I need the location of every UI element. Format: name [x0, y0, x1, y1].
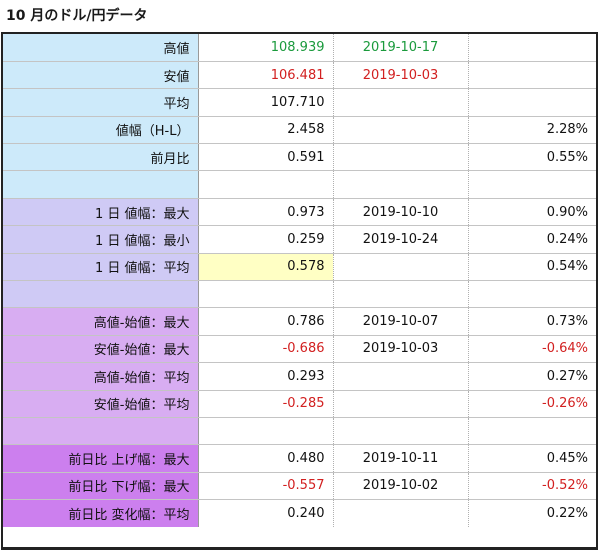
row-date	[333, 88, 469, 117]
row-value: 0.786	[198, 307, 334, 336]
table-row: 値幅（H-L） 2.458 2.28%	[3, 116, 596, 145]
row-date: 2019-10-02	[333, 472, 469, 501]
table-row: 前月比 0.591 0.55%	[3, 143, 596, 172]
row-percent	[468, 88, 596, 117]
row-percent: 0.90%	[468, 198, 596, 227]
row-percent	[468, 170, 596, 199]
table-row	[3, 417, 596, 446]
row-percent	[468, 61, 596, 90]
row-percent: -0.26%	[468, 390, 596, 418]
row-value: 0.578	[198, 253, 334, 282]
row-date: 2019-10-24	[333, 225, 469, 254]
row-value: 0.480	[198, 444, 334, 473]
row-label: 安値	[3, 61, 199, 90]
table-row: 前日比 上げ幅：最大 0.480 2019-10-11 0.45%	[3, 444, 596, 473]
row-percent: -0.52%	[468, 472, 596, 501]
row-date	[333, 253, 469, 282]
row-label	[3, 280, 199, 309]
table-row: 高値-始値：最大 0.786 2019-10-07 0.73%	[3, 307, 596, 336]
row-value: 107.710	[198, 88, 334, 117]
row-date	[333, 499, 469, 528]
row-percent	[468, 280, 596, 309]
row-value	[198, 170, 334, 199]
row-date	[333, 280, 469, 309]
row-label	[3, 170, 199, 199]
row-date: 2019-10-10	[333, 198, 469, 227]
row-label: 高値-始値：最大	[3, 307, 199, 336]
table-row: 前日比 下げ幅：最大 -0.557 2019-10-02 -0.52%	[3, 472, 596, 501]
row-percent: 2.28%	[468, 116, 596, 145]
table-row	[3, 170, 596, 199]
row-value: -0.557	[198, 472, 334, 501]
row-date: 2019-10-17	[333, 34, 469, 62]
row-percent: 0.54%	[468, 253, 596, 282]
table-row: 前日比 変化幅：平均 0.240 0.22%	[3, 499, 596, 528]
row-label: 安値-始値：最大	[3, 335, 199, 364]
row-label: 1 日 値幅：平均	[3, 253, 199, 282]
page-title: 10 月のドル/円データ	[6, 8, 148, 24]
row-value: 106.481	[198, 61, 334, 90]
row-date	[333, 417, 469, 446]
row-percent: 0.24%	[468, 225, 596, 254]
row-date	[333, 143, 469, 172]
row-label: 安値-始値：平均	[3, 390, 199, 418]
row-date	[333, 362, 469, 391]
table-row: 1 日 値幅：最小 0.259 2019-10-24 0.24%	[3, 225, 596, 254]
row-label: 1 日 値幅：最小	[3, 225, 199, 254]
row-date: 2019-10-03	[333, 61, 469, 90]
row-label: 高値-始値：平均	[3, 362, 199, 391]
row-date	[333, 116, 469, 145]
data-table-frame: 高値 108.939 2019-10-17 安値 106.481 2019-10-03 平均…	[1, 32, 598, 550]
table-row: 安値 106.481 2019-10-03	[3, 61, 596, 90]
row-value: 0.259	[198, 225, 334, 254]
row-value: -0.686	[198, 335, 334, 364]
table-row: 安値-始値：最大 -0.686 2019-10-03 -0.64%	[3, 335, 596, 364]
row-date: 2019-10-11	[333, 444, 469, 473]
table-body: 高値 108.939 2019-10-17 安値 106.481 2019-10-03 平均…	[3, 34, 596, 528]
row-value: 0.293	[198, 362, 334, 391]
row-date	[333, 170, 469, 199]
row-label: 1 日 値幅：最大	[3, 198, 199, 227]
row-value: 0.973	[198, 198, 334, 227]
table-row: 安値-始値：平均 -0.285 -0.26%	[3, 390, 596, 418]
row-label: 前日比 下げ幅：最大	[3, 472, 199, 501]
row-label: 前日比 変化幅：平均	[3, 499, 199, 528]
row-date	[333, 390, 469, 418]
row-label: 値幅（H-L）	[3, 116, 199, 145]
row-value: 2.458	[198, 116, 334, 145]
row-percent: 0.27%	[468, 362, 596, 391]
row-value: 0.240	[198, 499, 334, 528]
row-value: 108.939	[198, 34, 334, 62]
usd-jpy-table: 高値 108.939 2019-10-17 安値 106.481 2019-10-03 平均…	[3, 34, 596, 528]
table-row: 平均 107.710	[3, 88, 596, 117]
row-label: 前日比 上げ幅：最大	[3, 444, 199, 473]
table-row: 1 日 値幅：最大 0.973 2019-10-10 0.90%	[3, 198, 596, 227]
row-percent	[468, 417, 596, 446]
row-label: 平均	[3, 88, 199, 117]
row-value	[198, 280, 334, 309]
row-label	[3, 417, 199, 446]
row-value: -0.285	[198, 390, 334, 418]
row-label: 前月比	[3, 143, 199, 172]
table-row: 1 日 値幅：平均 0.578 0.54%	[3, 253, 596, 282]
row-percent	[468, 34, 596, 62]
row-date: 2019-10-07	[333, 307, 469, 336]
row-label: 高値	[3, 34, 199, 62]
table-row: 高値 108.939 2019-10-17	[3, 34, 596, 62]
row-percent: 0.73%	[468, 307, 596, 336]
row-date: 2019-10-03	[333, 335, 469, 364]
table-row: 高値-始値：平均 0.293 0.27%	[3, 362, 596, 391]
row-value	[198, 417, 334, 446]
row-value: 0.591	[198, 143, 334, 172]
row-percent: 0.45%	[468, 444, 596, 473]
row-percent: 0.55%	[468, 143, 596, 172]
row-percent: -0.64%	[468, 335, 596, 364]
table-row	[3, 280, 596, 309]
row-percent: 0.22%	[546, 506, 588, 522]
